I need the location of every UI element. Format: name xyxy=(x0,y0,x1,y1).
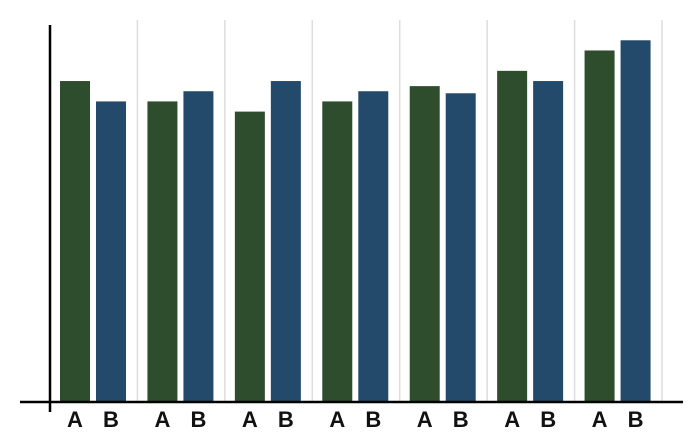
bar-b-3 xyxy=(270,81,301,403)
x-tick-label: A xyxy=(329,407,345,432)
x-tick-label: A xyxy=(592,407,608,432)
x-tick-label: B xyxy=(190,407,206,432)
bar-b-2 xyxy=(183,91,214,402)
x-tick-label: B xyxy=(365,407,381,432)
x-tick-label: A xyxy=(154,407,170,432)
x-tick-label: A xyxy=(242,407,258,432)
x-tick-label: B xyxy=(453,407,469,432)
x-tick-label: B xyxy=(540,407,556,432)
bar-a-1 xyxy=(60,81,90,403)
x-tick-label: B xyxy=(103,407,119,432)
bar-b-6 xyxy=(533,81,564,403)
x-tick-label: A xyxy=(504,407,520,432)
x-tick-label: B xyxy=(628,407,644,432)
bar-a-7 xyxy=(584,50,615,403)
bar-b-1 xyxy=(96,101,126,403)
bar-b-7 xyxy=(620,40,651,402)
x-tick-label: B xyxy=(278,407,294,432)
bar-b-4 xyxy=(358,91,389,402)
bar-b-5 xyxy=(445,93,476,402)
x-tick-label: A xyxy=(67,407,83,432)
bar-a-5 xyxy=(409,86,440,402)
x-tick-label: A xyxy=(417,407,433,432)
bar-a-6 xyxy=(497,70,528,402)
bar-a-3 xyxy=(234,111,265,403)
bar-a-4 xyxy=(322,101,353,403)
bar-a-2 xyxy=(147,101,178,403)
